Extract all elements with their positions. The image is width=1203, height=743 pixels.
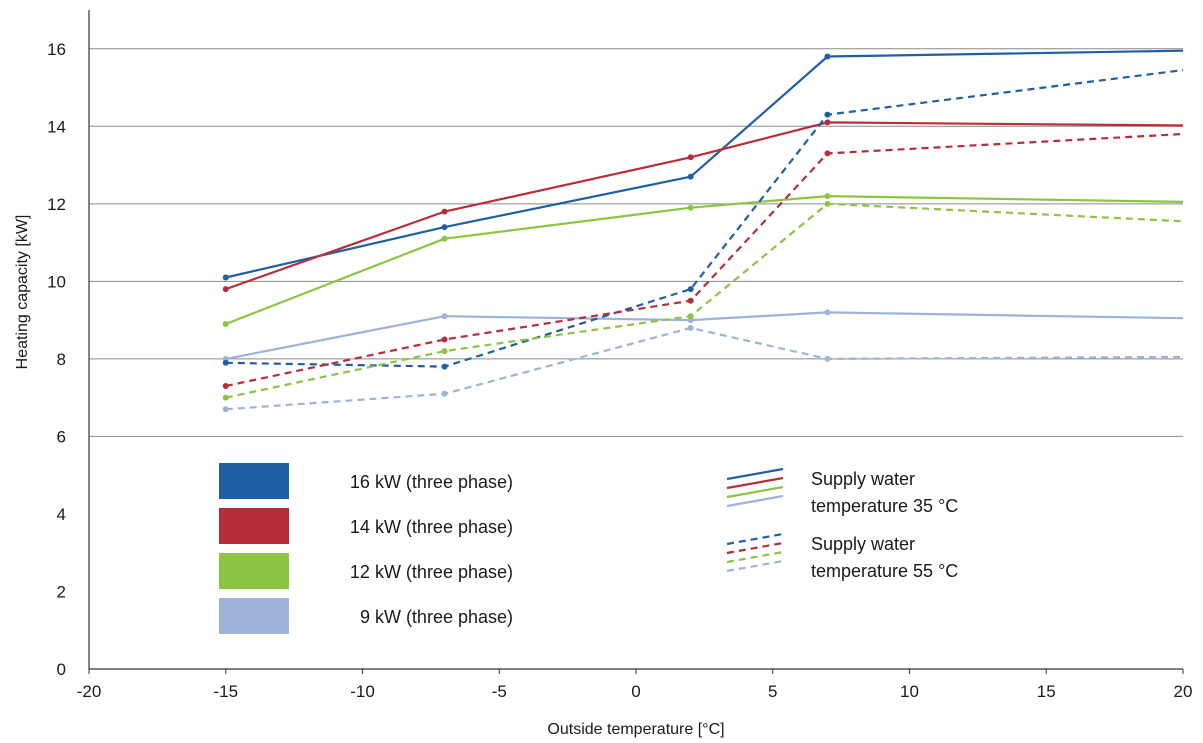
legend-style-line — [726, 541, 784, 555]
data-point — [687, 204, 694, 211]
x-tick-label: 20 — [1174, 682, 1193, 701]
x-tick-label: 0 — [631, 682, 640, 701]
series-kw16-35 — [222, 49, 1184, 281]
data-point — [441, 363, 448, 370]
x-tick-label: 15 — [1037, 682, 1056, 701]
legend-swatch — [219, 598, 289, 634]
legend-style-line1: Supply water — [811, 469, 915, 489]
legend-swatch — [219, 463, 289, 499]
data-point — [441, 208, 448, 215]
series-line — [225, 202, 1184, 399]
legend-style-solid: Supply water temperature 35 °C — [726, 467, 958, 516]
y-tick-label: 14 — [47, 117, 66, 136]
legend-label: 12 kW (three phase) — [350, 562, 513, 582]
data-point — [222, 406, 229, 413]
legend-label: 16 kW (three phase) — [350, 472, 513, 492]
series-line — [225, 49, 1184, 279]
legend-label: 14 kW (three phase) — [350, 517, 513, 537]
x-tick-label: 5 — [768, 682, 777, 701]
data-point — [824, 200, 831, 207]
data-point — [687, 324, 694, 331]
legend-style-line1: Supply water — [811, 534, 915, 554]
legend-style-line — [726, 550, 784, 564]
data-point — [441, 336, 448, 343]
legend-item-kw12: 12 kW (three phase) — [219, 553, 513, 589]
data-point — [824, 119, 831, 126]
legend-style-dashed: Supply water temperature 55 °C — [726, 532, 958, 581]
series-kw12-55 — [222, 200, 1184, 401]
y-tick-label: 16 — [47, 40, 66, 59]
data-point — [687, 173, 694, 180]
series-line — [225, 311, 1184, 360]
legend-item-kw14: 14 kW (three phase) — [219, 508, 513, 544]
series-line — [225, 195, 1184, 326]
data-point — [222, 359, 229, 366]
legend-models: 16 kW (three phase) 14 kW (three phase) 12… — [219, 463, 513, 634]
data-point — [222, 383, 229, 390]
y-tick-label: 6 — [57, 427, 66, 446]
legend-swatch — [219, 553, 289, 589]
legend-style-line — [726, 476, 784, 490]
series-kw12-35 — [222, 193, 1184, 327]
x-tick-labels: -20 -15 -10 -5 0 5 10 15 20 — [77, 669, 1193, 701]
data-point — [441, 348, 448, 355]
y-tick-label: 0 — [57, 660, 66, 679]
legend-style-line — [726, 532, 784, 546]
legend-style-line — [726, 485, 784, 499]
data-point — [824, 150, 831, 157]
y-tick-label: 10 — [47, 272, 66, 291]
legend-style-line2: temperature 55 °C — [811, 561, 958, 581]
data-point — [441, 390, 448, 397]
data-point — [687, 297, 694, 304]
legend-style-line — [726, 467, 784, 481]
y-tick-label: 2 — [57, 582, 66, 601]
x-tick-label: -20 — [77, 682, 102, 701]
series-kw14-35 — [222, 119, 1184, 293]
legend-style-line — [726, 494, 784, 508]
data-point — [441, 313, 448, 320]
data-point — [824, 111, 831, 118]
data-point — [222, 320, 229, 327]
y-tick-label: 8 — [57, 350, 66, 369]
y-axis-title: Heating capacity [kW] — [14, 215, 31, 370]
data-point — [824, 193, 831, 200]
series-kw14-55 — [222, 132, 1184, 390]
series-kw9-55 — [222, 324, 1184, 413]
data-point — [222, 394, 229, 401]
series-line — [225, 326, 1184, 411]
legend-swatch — [219, 508, 289, 544]
data-point — [441, 224, 448, 231]
data-point — [222, 274, 229, 281]
data-point — [824, 355, 831, 362]
x-tick-label: -10 — [350, 682, 375, 701]
series-line — [225, 132, 1184, 388]
gridlines — [89, 48, 1183, 437]
y-tick-label: 12 — [47, 195, 66, 214]
data-point — [824, 53, 831, 60]
series-line — [225, 69, 1184, 368]
x-tick-label: -15 — [213, 682, 238, 701]
legend-item-kw9: 9 kW (three phase) — [219, 598, 513, 634]
y-tick-labels: 0 2 4 6 8 10 12 14 16 — [47, 40, 66, 679]
data-point — [687, 154, 694, 161]
data-point — [222, 286, 229, 293]
x-tick-label: 10 — [900, 682, 919, 701]
data-point — [824, 309, 831, 316]
legend-label: 9 kW (three phase) — [360, 607, 513, 627]
data-point — [687, 286, 694, 293]
data-point — [687, 313, 694, 320]
series-kw9-35 — [222, 309, 1184, 362]
legend-style-line — [726, 559, 784, 573]
data-point — [441, 235, 448, 242]
x-tick-label: -5 — [492, 682, 507, 701]
series-lines — [222, 49, 1184, 413]
y-tick-label: 4 — [57, 505, 66, 524]
legend-style-line2: temperature 35 °C — [811, 496, 958, 516]
x-axis-title: Outside temperature [°C] — [547, 721, 724, 738]
series-kw16-55 — [222, 69, 1184, 370]
legend-item-kw16: 16 kW (three phase) — [219, 463, 513, 499]
